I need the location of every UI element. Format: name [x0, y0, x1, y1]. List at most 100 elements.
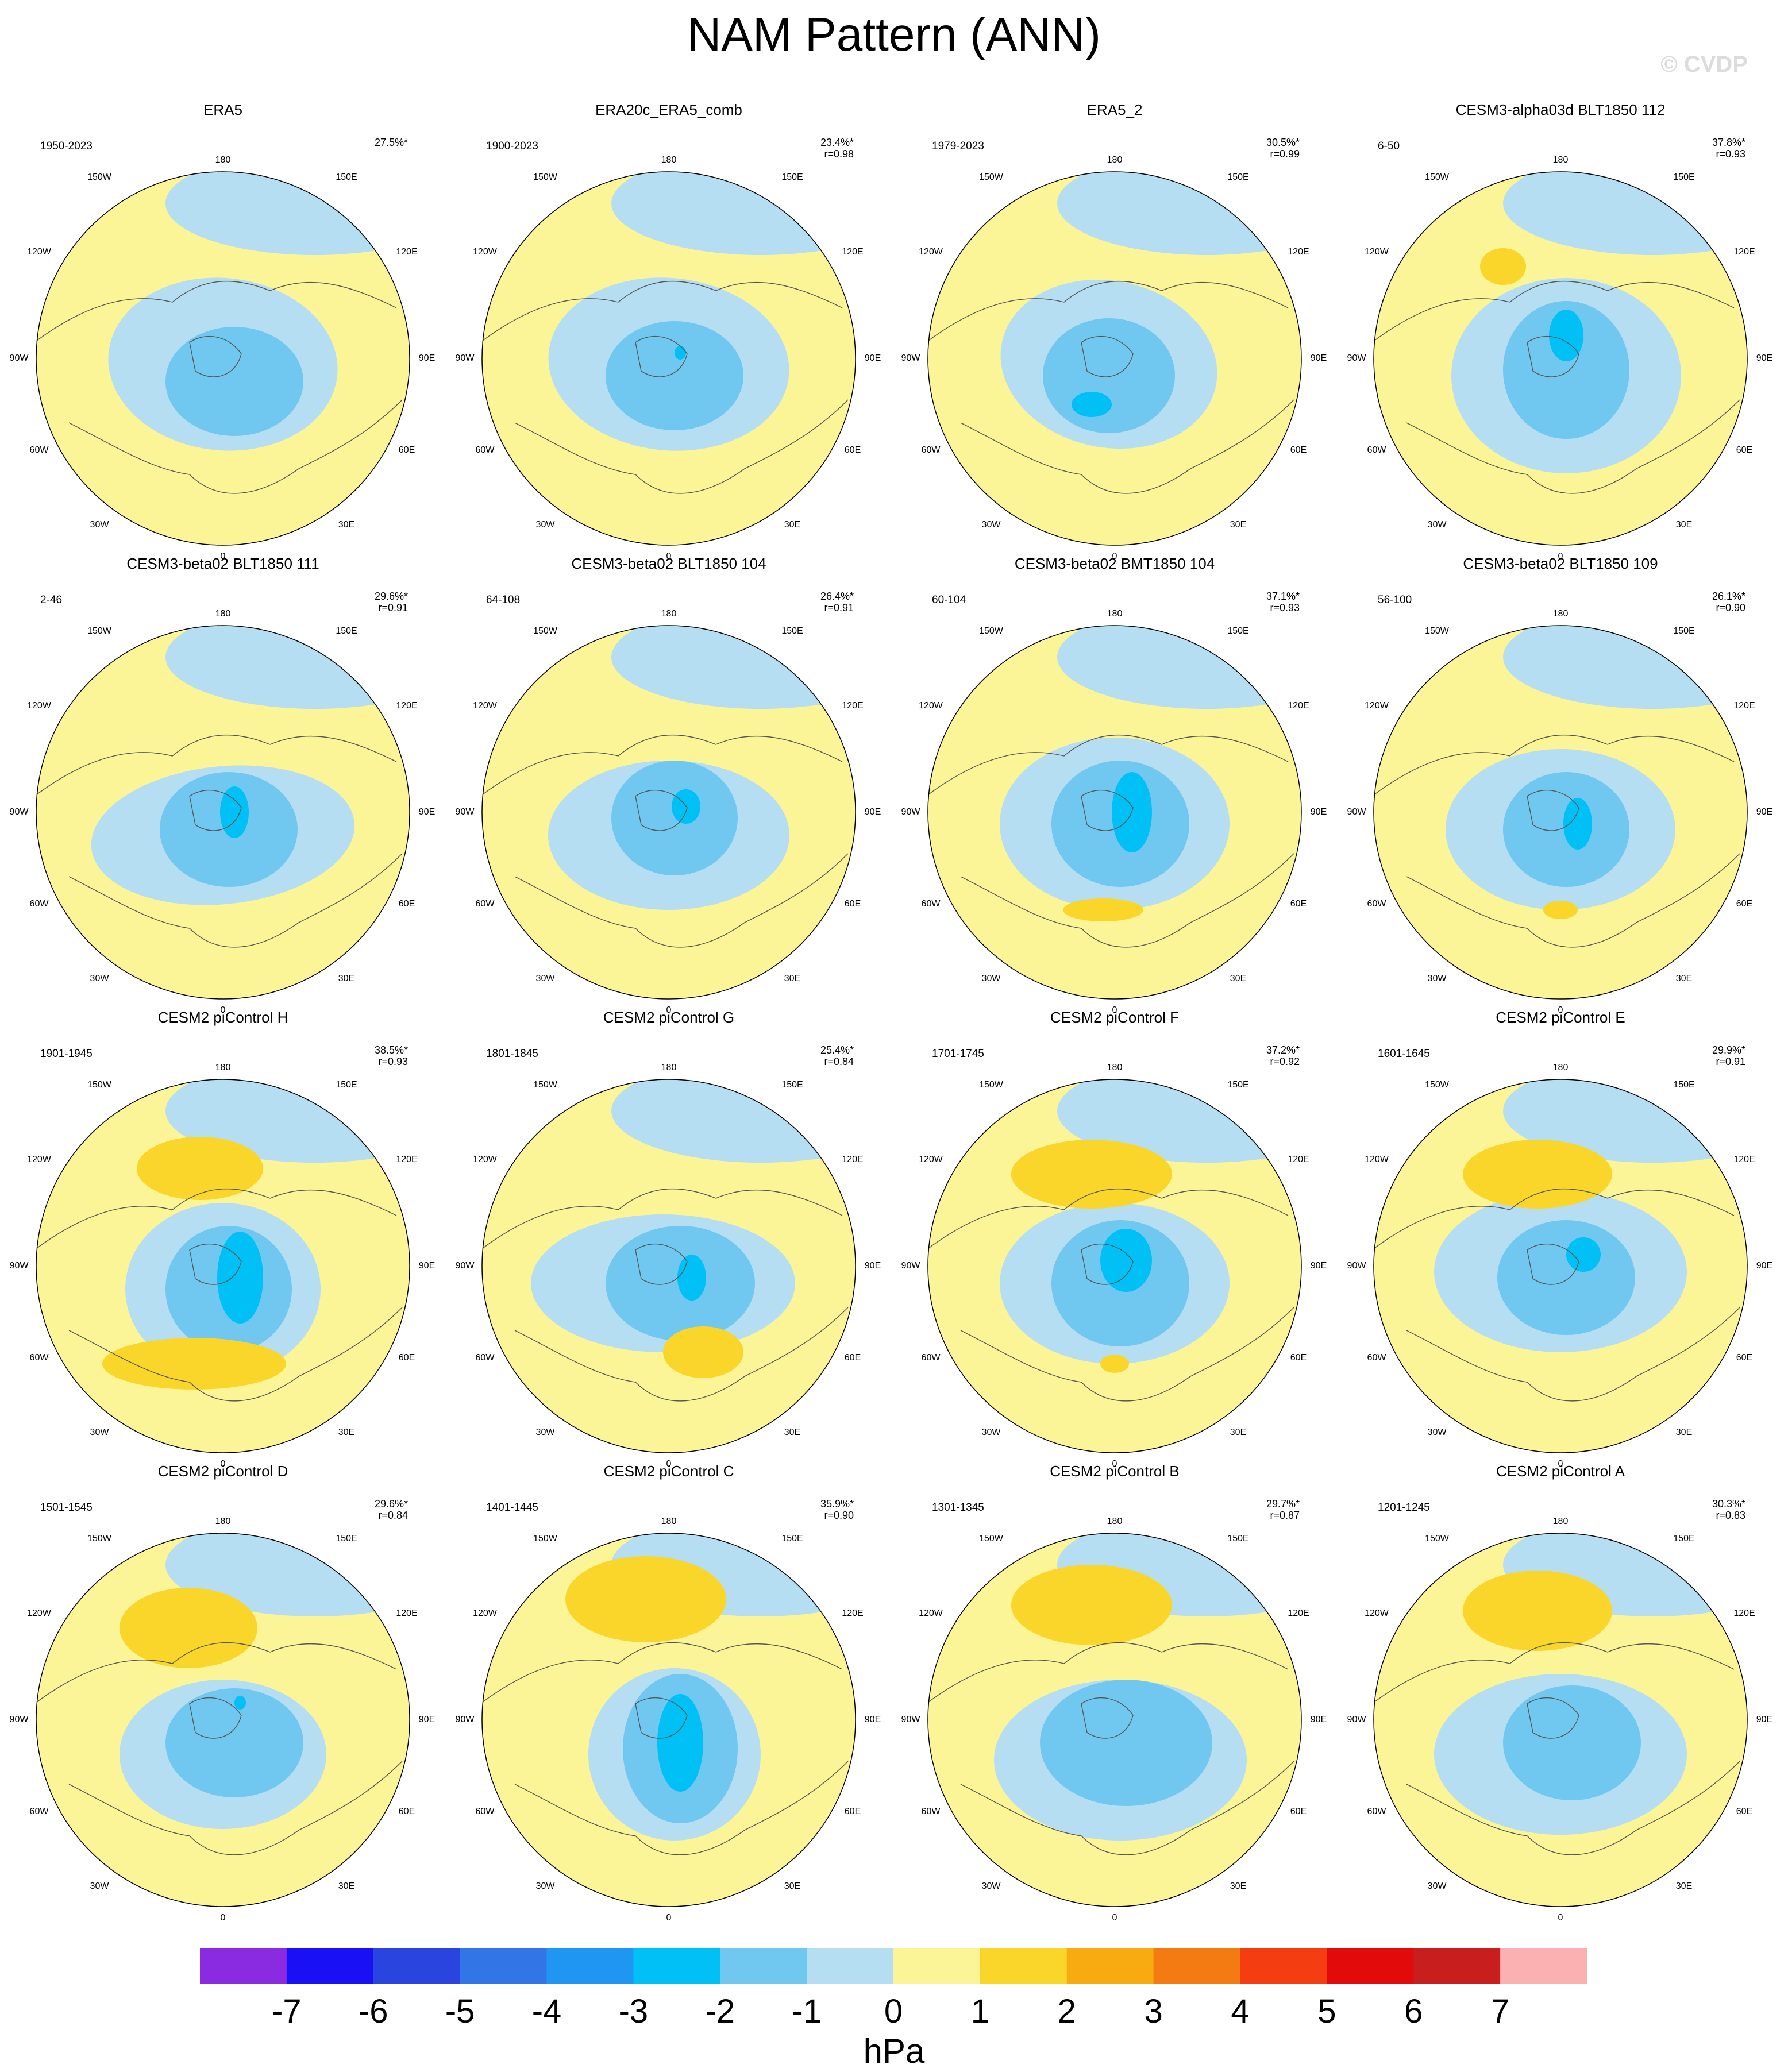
longitude-label: 180: [1107, 1063, 1123, 1072]
longitude-label: 30E: [1675, 520, 1693, 530]
longitude-label: 60E: [1290, 899, 1307, 909]
panel-stats: 37.8%* r=0.93: [1694, 137, 1745, 160]
polar-map: [927, 1079, 1302, 1453]
longitude-label: 30W: [981, 1881, 1001, 1891]
longitude-label: 150W: [533, 1080, 557, 1090]
longitude-label: 30E: [1675, 1427, 1693, 1437]
longitude-label: 30W: [535, 520, 555, 530]
longitude-label: 150E: [336, 1534, 357, 1544]
longitude-label: 180: [1107, 155, 1123, 165]
longitude-label: 30W: [535, 1881, 555, 1891]
negative-center: [234, 1696, 246, 1710]
longitude-label: 60E: [844, 1807, 861, 1816]
longitude-label: 120E: [1733, 1155, 1755, 1164]
longitude-label: 180: [661, 609, 677, 619]
longitude-label: 90E: [1756, 353, 1773, 363]
colorbar-tick-label: 3: [1144, 1993, 1163, 2030]
longitude-label: 150W: [87, 1080, 111, 1090]
negative-center: [1563, 798, 1592, 850]
longitude-label: 180: [661, 1063, 677, 1072]
colorbar-swatch: [1413, 1948, 1501, 1984]
colorbar-tick-label: -4: [531, 1993, 562, 2030]
negative-center: [1072, 392, 1112, 417]
panel-period: 1979-2023: [932, 140, 984, 152]
longitude-label: 90E: [418, 807, 436, 817]
longitude-label: 90E: [864, 353, 881, 363]
negative-core: [611, 761, 738, 875]
longitude-label: 150W: [87, 1534, 111, 1544]
longitude-label: 30W: [535, 1427, 555, 1437]
colorbar-tick-label: 4: [1231, 1993, 1250, 2030]
pattern-correlation: r=0.84: [378, 1510, 408, 1521]
longitude-label: 150E: [1227, 172, 1249, 182]
panel-period: 1901-1945: [40, 1048, 93, 1060]
longitude-label: 150E: [1673, 172, 1695, 182]
longitude-label: 120W: [473, 247, 497, 257]
map-border: [1373, 625, 1748, 1000]
longitude-label: 120E: [396, 701, 418, 711]
longitude-label: 0: [220, 1459, 226, 1469]
polar-map: [36, 1079, 410, 1453]
map-border: [1373, 171, 1748, 546]
longitude-label: 150W: [533, 1534, 557, 1544]
coastlines: [482, 281, 849, 494]
panel-title: CESM3-beta02 BMT1850 104: [1014, 555, 1215, 572]
longitude-label: 150E: [781, 626, 803, 636]
panel-stats: 26.1%* r=0.90: [1694, 591, 1745, 614]
longitude-label: 30E: [1230, 1427, 1247, 1437]
polar-map: [927, 625, 1302, 1000]
colorbar-tick-label: 5: [1317, 1993, 1336, 2030]
longitude-label: 30W: [535, 974, 555, 983]
map-panel: CESM2 piControl C 1401-1445 35.9%* r=0.90 18…: [446, 1463, 892, 1923]
coastlines: [36, 1642, 403, 1855]
map-border: [927, 171, 1302, 546]
explained-variance: 37.1%*: [1266, 591, 1300, 602]
longitude-label: 150W: [979, 172, 1003, 182]
colorbar-tick-label: -5: [445, 1993, 475, 2030]
colorbar-swatch: [460, 1948, 547, 1984]
explained-variance: 29.6%*: [374, 1498, 408, 1510]
longitude-label: 30E: [1230, 974, 1247, 983]
map-panel: CESM3-alpha03d BLT1850 112 6-50 37.8%* r=0.…: [1338, 101, 1783, 561]
longitude-label: 150W: [533, 172, 557, 182]
negative-center: [675, 346, 686, 360]
longitude-label: 120E: [1288, 701, 1309, 711]
colorbar-tick-label: -6: [358, 1993, 388, 2030]
negative-core: [1040, 1680, 1212, 1806]
map-panel: ERA5 1950-2023 27.5%* 180 150E 120E 90E 60E 30E 0…: [0, 101, 446, 561]
longitude-label: 150W: [87, 626, 111, 636]
map-panel: CESM3-beta02 BLT1850 109 56-100 26.1%* r=0.…: [1338, 555, 1783, 1015]
longitude-label: 0: [1112, 551, 1118, 561]
longitude-label: 0: [1112, 1913, 1118, 1923]
longitude-label: 150E: [1227, 1534, 1249, 1544]
longitude-label: 120W: [27, 1608, 51, 1618]
pattern-correlation: r=0.93: [1716, 148, 1745, 160]
longitude-label: 90W: [1347, 1261, 1366, 1271]
positive-anomaly-pacific: [1480, 248, 1526, 285]
longitude-label: 60E: [398, 899, 415, 909]
colorbar-swatch: [1066, 1948, 1154, 1984]
colorbar-tick-label: 7: [1490, 1993, 1510, 2030]
explained-variance: 29.7%*: [1266, 1498, 1300, 1510]
negative-center: [1566, 1237, 1601, 1272]
explained-variance: 37.2%*: [1266, 1044, 1300, 1056]
longitude-label: 120W: [473, 1608, 497, 1618]
map-border: [481, 625, 856, 1000]
panel-title: ERA20c_ERA5_comb: [595, 101, 742, 118]
positive-anomaly-atlantic: [1100, 1355, 1129, 1373]
longitude-label: 90E: [1310, 1715, 1327, 1724]
explained-variance: 30.5%*: [1266, 137, 1300, 148]
longitude-label: 90W: [455, 807, 475, 817]
panel-stats: 23.4%* r=0.98: [802, 137, 854, 160]
explained-variance: 26.4%*: [820, 591, 854, 602]
panel-period: 1801-1845: [486, 1048, 538, 1060]
colorbar-swatch: [1153, 1948, 1240, 1984]
longitude-label: 0: [666, 1913, 672, 1923]
longitude-label: 30W: [1427, 1427, 1447, 1437]
polar-map: [481, 1533, 856, 1907]
longitude-label: 90E: [864, 1715, 881, 1724]
longitude-label: 30E: [1230, 1881, 1247, 1891]
pattern-correlation: r=0.92: [1270, 1056, 1300, 1067]
longitude-label: 60E: [1290, 1353, 1307, 1363]
polar-map: [36, 171, 410, 546]
